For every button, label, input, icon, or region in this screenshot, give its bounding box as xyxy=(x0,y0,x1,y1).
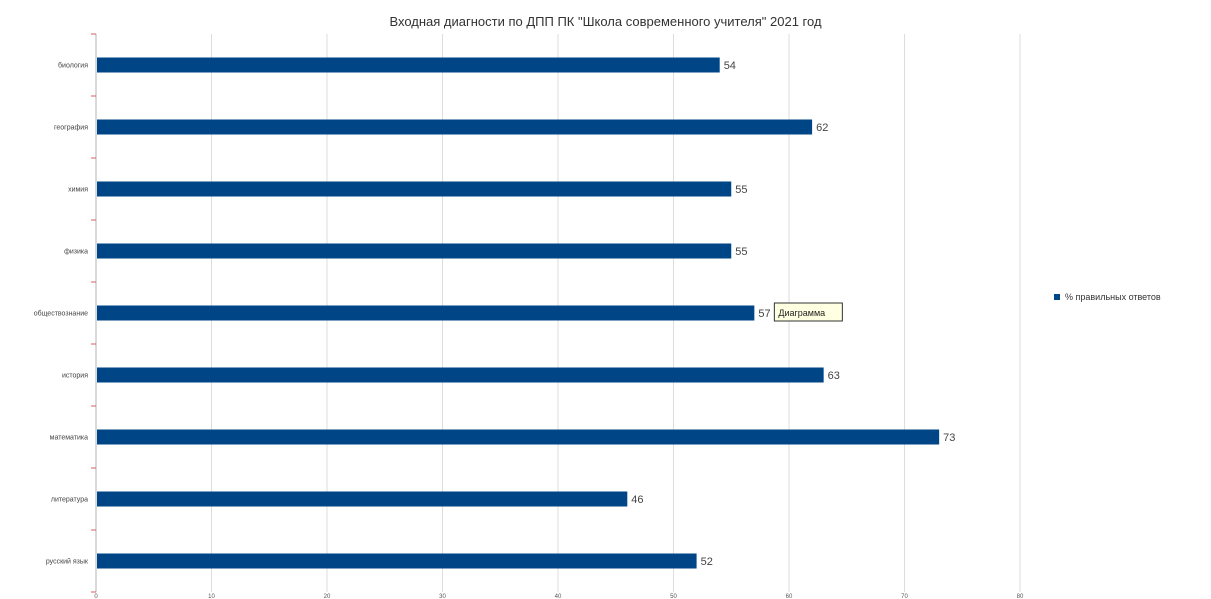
bar-7 xyxy=(97,491,628,507)
x-tick-label-1: 10 xyxy=(208,594,215,599)
x-tick-label-7: 70 xyxy=(901,594,908,599)
x-tick-label-0: 0 xyxy=(94,594,98,599)
category-label-3: физика xyxy=(64,249,88,256)
value-label-8: 52 xyxy=(701,556,713,568)
value-label-2: 55 xyxy=(735,184,747,196)
category-label-7: литература xyxy=(51,497,88,504)
labels: биология 54 география 62 химия 55 физика 55 обще… xyxy=(34,60,956,568)
value-label-5: 63 xyxy=(828,370,840,382)
bar-0 xyxy=(97,57,720,73)
bar-8 xyxy=(97,553,697,569)
value-label-4: 57 xyxy=(758,308,770,320)
category-label-5: история xyxy=(62,373,88,380)
category-label-8: русский язык xyxy=(46,558,89,566)
axes: 0 10 20 30 40 50 60 70 80 xyxy=(91,33,1024,599)
value-label-1: 62 xyxy=(816,122,828,134)
bar-3 xyxy=(97,243,732,259)
bars xyxy=(97,57,940,569)
category-label-6: математика xyxy=(50,435,88,442)
bar-2 xyxy=(97,181,732,197)
x-tick-label-4: 40 xyxy=(555,594,562,599)
category-label-2: химия xyxy=(68,187,88,194)
bar-4 xyxy=(97,305,755,321)
chart-title: Входная диагности по ДПП ПК "Школа совре… xyxy=(389,14,822,29)
legend-label: % правильных ответов xyxy=(1065,292,1161,302)
tooltip-text: Диаграмма xyxy=(778,308,825,318)
x-tick-label-8: 80 xyxy=(1017,594,1024,599)
legend: % правильных ответов xyxy=(1054,292,1161,302)
legend-swatch-icon xyxy=(1054,294,1060,300)
x-tick-label-3: 30 xyxy=(439,594,446,599)
category-label-4: обществознание xyxy=(34,310,88,318)
bar-1 xyxy=(97,119,813,135)
tooltip-box xyxy=(773,302,843,322)
category-label-0: биология xyxy=(58,62,88,70)
x-tick-label-5: 50 xyxy=(670,594,677,599)
x-tick-label-6: 60 xyxy=(786,594,793,599)
value-label-7: 46 xyxy=(631,494,643,506)
bar-5 xyxy=(97,367,824,383)
value-label-0: 54 xyxy=(724,60,736,72)
x-tick-label-2: 20 xyxy=(324,594,331,599)
tooltip: Диаграмма xyxy=(773,302,843,322)
bar-6 xyxy=(97,429,940,445)
value-label-6: 73 xyxy=(943,432,955,444)
value-label-3: 55 xyxy=(735,246,747,258)
category-label-1: география xyxy=(54,125,88,132)
